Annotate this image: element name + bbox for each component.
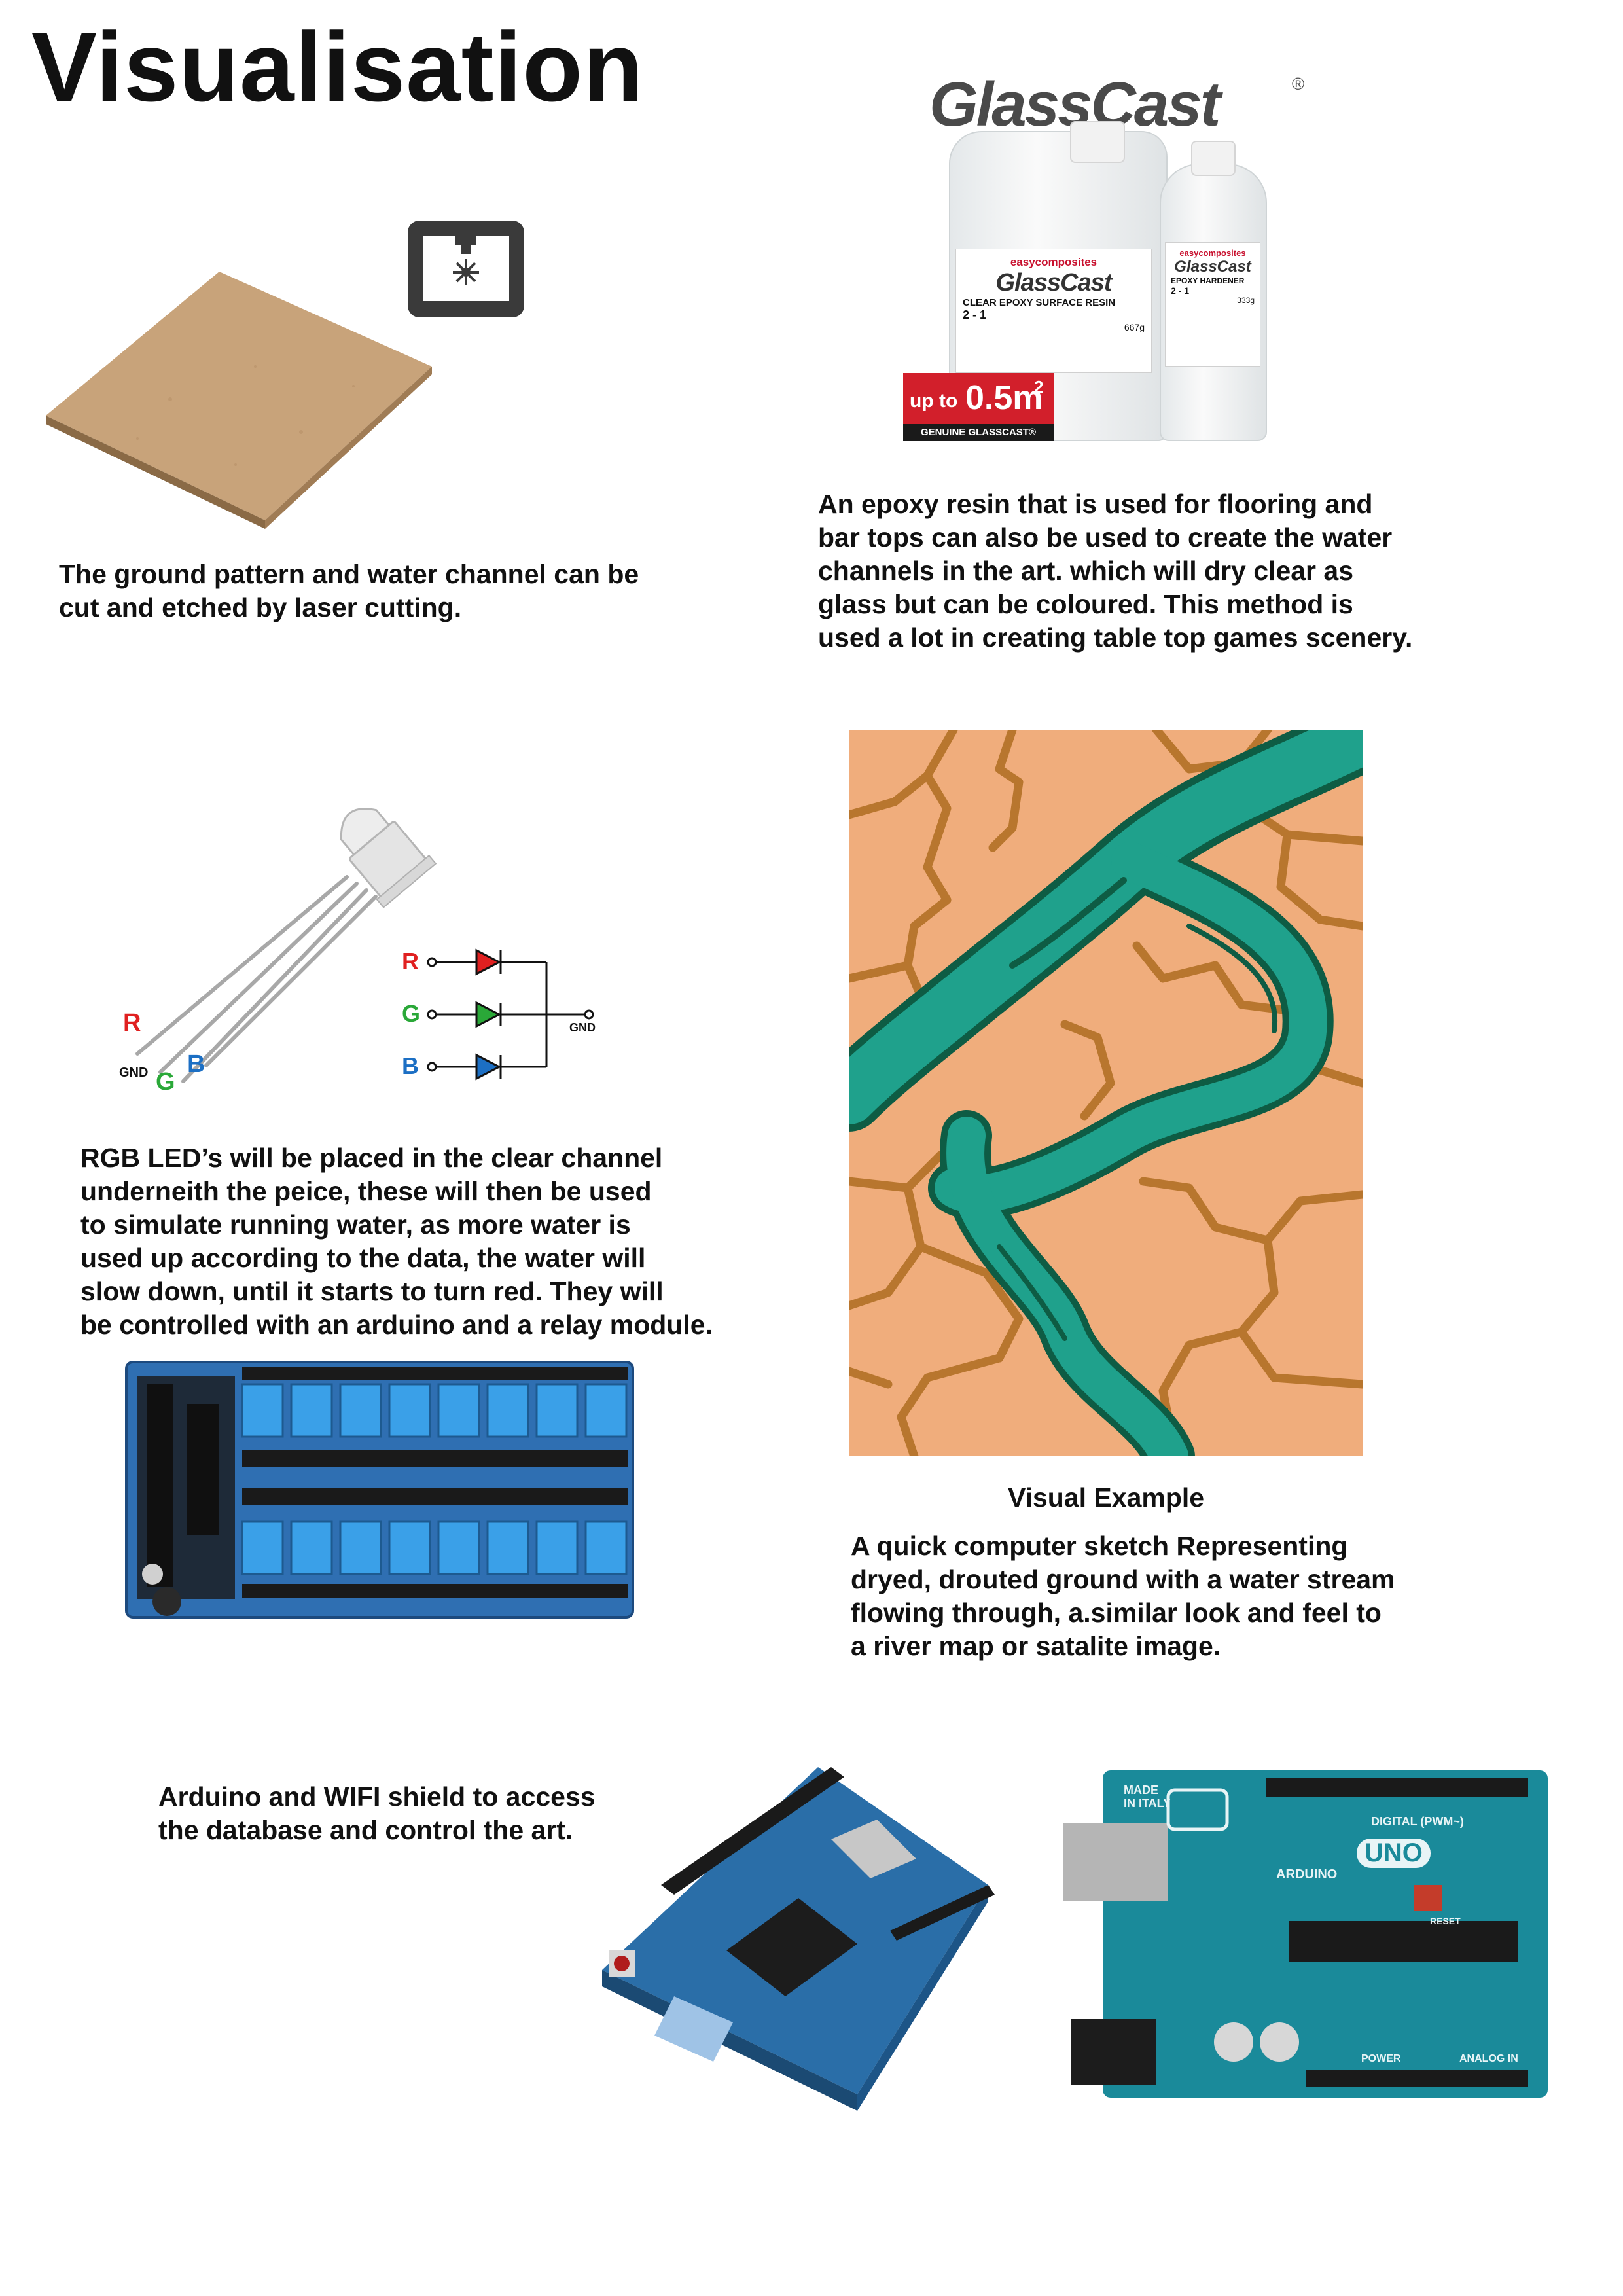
schematic-label-r: R bbox=[402, 948, 419, 975]
uno-power-label: POWER bbox=[1361, 2053, 1401, 2064]
uno-reset: RESET bbox=[1430, 1916, 1461, 1926]
uno-model: UNO bbox=[1357, 1839, 1431, 1868]
page-title: Visualisation bbox=[31, 12, 644, 122]
mdf-board-image bbox=[39, 268, 445, 530]
uno-made-in-italy: MADE IN ITALY bbox=[1124, 1784, 1171, 1810]
river-sketch-image bbox=[849, 730, 1363, 1456]
coverage-badge: up to 0.5m 2 bbox=[903, 373, 1054, 424]
schematic-label-g: G bbox=[402, 1000, 421, 1027]
visual-example-heading: Visual Example bbox=[1008, 1482, 1205, 1513]
visual-example-caption: A quick computer sketch Representing dry… bbox=[851, 1531, 1395, 1661]
schematic-label-b: B bbox=[402, 1052, 419, 1079]
schematic-label-gnd: GND bbox=[569, 1021, 596, 1034]
uno-analog-label: ANALOG IN bbox=[1459, 2053, 1518, 2064]
relay-module-image bbox=[121, 1358, 638, 1626]
uno-digital-label: DIGITAL (PWM~) bbox=[1371, 1815, 1464, 1828]
laser-cutter-icon bbox=[404, 217, 529, 322]
registered-mark: ® bbox=[1292, 74, 1305, 94]
wifi-shield-image bbox=[582, 1754, 1001, 2127]
pin-label-b: B bbox=[187, 1050, 205, 1078]
hardener-label: easycomposites GlassCast EPOXY HARDENER … bbox=[1165, 242, 1260, 367]
rgb-led-image: R GND G B bbox=[111, 798, 438, 1106]
led-caption: RGB LED’s will be placed in the clear ch… bbox=[80, 1143, 713, 1340]
uno-brand: ARDUINO bbox=[1276, 1867, 1338, 1882]
arduino-uno-image: MADE IN ITALY DIGITAL (PWM~) ARDUINO UNO… bbox=[1063, 1764, 1554, 2104]
epoxy-caption: An epoxy resin that is used for flooring… bbox=[818, 489, 1413, 653]
genuine-label: GENUINE GLASSCAST® bbox=[903, 424, 1054, 441]
laser-caption: The ground pattern and water channel can… bbox=[59, 559, 639, 622]
pin-label-gnd: GND bbox=[119, 1066, 149, 1080]
pin-label-r: R bbox=[123, 1009, 141, 1037]
pin-label-g: G bbox=[156, 1068, 175, 1096]
rgb-schematic: R G B GND bbox=[393, 929, 609, 1086]
resin-label: easycomposites GlassCast CLEAR EPOXY SUR… bbox=[955, 249, 1152, 373]
arduino-caption: Arduino and WIFI shield to access the da… bbox=[158, 1782, 596, 1845]
glasscast-product-image: GlassCast ® easycomposites GlassCast CLE… bbox=[903, 69, 1309, 448]
